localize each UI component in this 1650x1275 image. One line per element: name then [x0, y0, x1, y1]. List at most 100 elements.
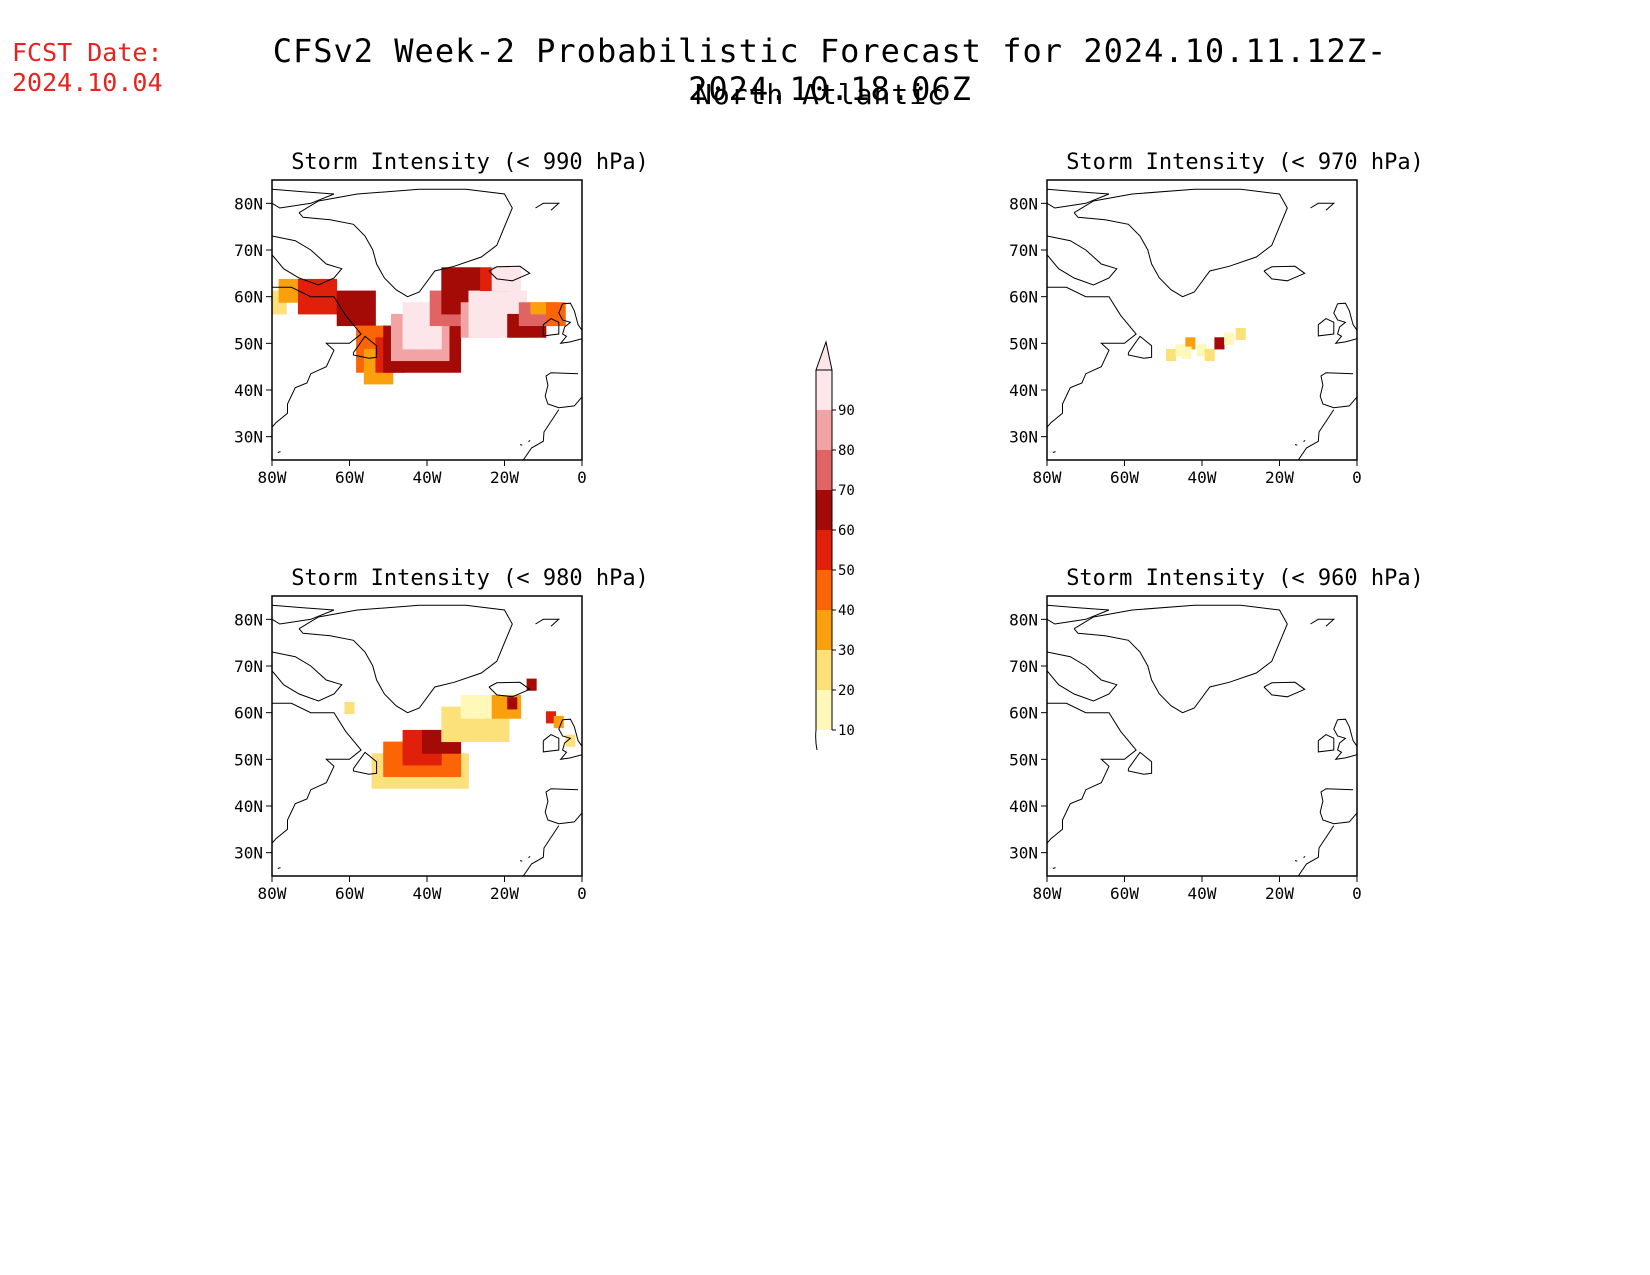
coastline [535, 202, 561, 211]
probability-cell [516, 325, 527, 338]
probability-cell [439, 776, 450, 789]
colorbar-swatch [816, 530, 832, 570]
probability-cell [381, 776, 392, 789]
probability-cell [297, 290, 309, 303]
page-subtitle: North Atlantic [694, 78, 945, 111]
probability-cell [431, 753, 442, 766]
probability-cell [460, 325, 471, 338]
coastline [1317, 318, 1335, 337]
probability-cell [499, 718, 510, 731]
probability-cell [431, 360, 442, 373]
probability-cell [480, 718, 491, 731]
colorbar-swatch [816, 490, 832, 530]
probability-cell [288, 290, 299, 303]
probability-cell [392, 764, 403, 778]
probability-cell [278, 278, 289, 292]
probability-cell [390, 325, 402, 338]
coastline [1047, 702, 1137, 844]
probability-cell [497, 313, 508, 327]
colorbar-svg: 10 20 30 40 50 60 70 80 90 [815, 340, 855, 771]
probability-cell [441, 706, 452, 719]
probability-cell [383, 337, 394, 350]
probability-cell [497, 290, 508, 303]
lon-label: 0 [577, 884, 587, 903]
probability-cell [402, 325, 413, 338]
probability-cell [451, 753, 462, 766]
probability-cell [431, 729, 442, 743]
probability-cell [356, 348, 367, 362]
probability-cell [412, 325, 423, 338]
panel-title: Storm Intensity (< 960 hPa) [1066, 566, 1424, 591]
colorbar-label: 40 [838, 603, 855, 619]
panel-title: Storm Intensity (< 980 hPa) [291, 566, 649, 591]
probability-cell [336, 313, 347, 327]
probability-cell [449, 776, 460, 789]
probability-cell [478, 302, 489, 315]
probability-cell [470, 694, 481, 708]
map-970hpa: 80N 70N 60N 50N 40N 30N 80W 60W 40W 20W 0 [1009, 179, 1362, 487]
coastlines [1047, 188, 1357, 460]
lat-label: 80N [1009, 194, 1038, 213]
probability-cell [371, 776, 382, 789]
probability-cell [491, 706, 502, 719]
probability-cell [439, 325, 450, 338]
probability-cell [421, 360, 433, 373]
probability-cell [365, 337, 376, 350]
probability-cell [421, 729, 433, 743]
colorbar-tail [815, 729, 825, 771]
probability-cell [420, 348, 431, 362]
colorbar-swatch [816, 410, 832, 450]
coastline [1073, 604, 1288, 714]
coastline [352, 335, 378, 359]
probability-cell [478, 325, 489, 338]
probability-cell [538, 313, 549, 327]
colorbar-label: 90 [838, 403, 855, 419]
probability-cell [501, 694, 512, 708]
coastline [272, 702, 362, 844]
probability-cell [383, 325, 394, 338]
probability-cell [356, 360, 367, 373]
probability-cell [390, 348, 402, 362]
coastline [1333, 302, 1357, 344]
probability-cell [327, 278, 338, 292]
probability-cell [365, 302, 376, 315]
probability-cell [451, 302, 462, 315]
coastline [1073, 188, 1288, 298]
coastline [488, 265, 531, 282]
coastline [558, 718, 582, 760]
lat-label: 70N [1009, 241, 1038, 260]
probability-cell [478, 290, 489, 303]
panel-970hpa: Storm Intensity (< 970 hPa) 80N 70N 60N 50N… [975, 150, 1435, 530]
probability-cell [441, 729, 452, 743]
coastline [1319, 372, 1357, 409]
probability-cell [421, 313, 433, 327]
lon-label: 80W [1033, 468, 1062, 487]
probability-cell [491, 267, 502, 280]
probability-cell [441, 753, 452, 766]
probability-cell [402, 337, 413, 350]
probability-cell [487, 302, 498, 315]
probability-cell [421, 741, 433, 754]
colorbar-label: 50 [838, 563, 855, 579]
lat-label: 40N [234, 797, 263, 816]
lat-label: 60N [1009, 704, 1038, 723]
probability-cell [421, 764, 433, 778]
probability-cell [451, 348, 462, 362]
probability-cell [272, 290, 278, 303]
probability-cell [545, 711, 557, 724]
probability-cell [317, 302, 328, 315]
probability-cell [451, 706, 462, 719]
probability-cell [297, 302, 309, 315]
probability-cell [402, 313, 413, 327]
probability-cell [421, 753, 433, 766]
lat-label: 60N [234, 704, 263, 723]
probability-cell [460, 313, 471, 327]
probability-cell [451, 278, 462, 292]
probability-cell [431, 325, 442, 338]
coastline [1294, 860, 1298, 862]
forecast-date-value: 2024.10.04 [12, 68, 163, 97]
probability-cell [429, 348, 440, 362]
probability-cells [344, 678, 576, 789]
probability-cell [480, 706, 491, 719]
lat-label: 50N [234, 334, 263, 353]
